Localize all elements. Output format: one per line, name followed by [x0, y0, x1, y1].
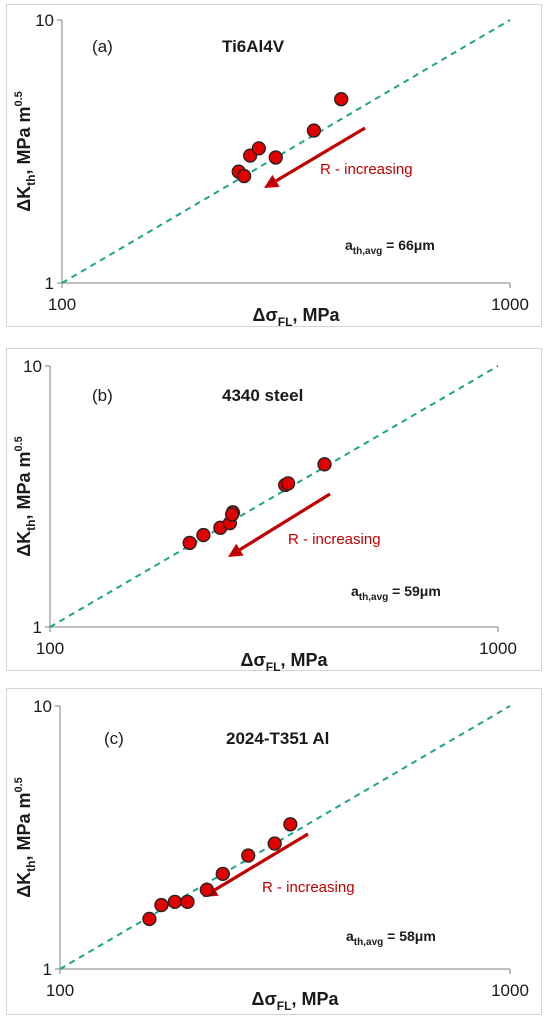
data-point: [182, 535, 197, 551]
y-axis-label: ΔKth, MPa m0.5: [13, 777, 38, 898]
data-point: [167, 894, 183, 910]
x-tick-label-right: 1000: [491, 981, 529, 1000]
trend-arrow: [214, 832, 309, 892]
data-point: [267, 836, 282, 851]
x-tick-label-right: 1000: [479, 639, 517, 658]
x-tick-label-left: 100: [46, 981, 74, 1000]
panel-label: (c): [104, 729, 124, 748]
data-point: [280, 476, 296, 491]
y-tick-label-bottom: 1: [43, 960, 52, 979]
reference-line: [61, 19, 511, 284]
panel-label: (b): [92, 386, 113, 405]
chart-title: Ti6Al4V: [222, 37, 285, 56]
x-tick-label-left: 100: [36, 639, 64, 658]
chart-panel-a: 10 1 100 1000 (a) Ti6Al4V R - increasing…: [0, 0, 550, 340]
data-point: [215, 866, 230, 882]
y-axis-label: ΔKth, MPa m0.5: [13, 436, 38, 557]
y-tick-label-top: 10: [23, 357, 42, 376]
chart-frame: [6, 4, 542, 327]
avg-length-label: ath,avg = 59μm: [351, 583, 441, 603]
reference-line: [59, 705, 511, 970]
chart-title: 2024-T351 Al: [226, 729, 329, 748]
trend-arrow: [239, 492, 331, 552]
chart-svg: 10 1 100 1000 (b) 4340 steel R - increas…: [6, 348, 542, 674]
trend-arrow: [275, 126, 366, 183]
chart-svg: 10 1 100 1000 (a) Ti6Al4V R - increasing…: [6, 4, 542, 329]
data-point: [224, 507, 240, 522]
data-point: [199, 882, 215, 897]
data-point: [306, 123, 322, 138]
data-point: [180, 894, 195, 910]
x-axis-label: ΔσFL, MPa: [241, 650, 329, 674]
plot-area: [57, 19, 511, 288]
y-tick-label-bottom: 1: [45, 274, 54, 293]
data-point: [236, 168, 252, 184]
data-point: [196, 527, 211, 543]
x-axis-label: ΔσFL, MPa: [253, 305, 341, 329]
trend-arrow-head: [264, 174, 280, 188]
trend-annotation: R - increasing: [262, 879, 355, 896]
trend-annotation: R - increasing: [320, 161, 413, 178]
y-tick-label-top: 10: [33, 697, 52, 716]
y-axis-label: ΔKth, MPa m0.5: [13, 91, 38, 212]
x-tick-label-left: 100: [48, 295, 76, 314]
chart-panel-c: 10 1 100 1000 (c) 2024-T351 Al R - incre…: [0, 684, 550, 1024]
data-point: [154, 897, 169, 913]
avg-length-label: ath,avg = 66μm: [345, 237, 435, 257]
reference-line: [49, 365, 499, 628]
chart-panel-b: 10 1 100 1000 (b) 4340 steel R - increas…: [0, 344, 550, 684]
x-tick-label-right: 1000: [491, 295, 529, 314]
data-point: [241, 848, 256, 863]
chart-frame: [6, 688, 542, 1015]
y-tick-label-bottom: 1: [33, 618, 42, 637]
plot-area: [55, 705, 511, 974]
chart-svg: 10 1 100 1000 (c) 2024-T351 Al R - incre…: [6, 688, 542, 1015]
trend-arrow-head: [228, 543, 244, 557]
data-point: [142, 911, 157, 927]
data-point: [283, 817, 298, 832]
y-tick-label-top: 10: [35, 11, 54, 30]
chart-frame: [6, 348, 542, 671]
plot-area: [45, 365, 499, 632]
data-point: [251, 141, 266, 156]
trend-annotation: R - increasing: [288, 531, 381, 548]
data-point: [334, 92, 349, 107]
data-point: [317, 457, 332, 472]
x-axis-label: ΔσFL, MPa: [252, 989, 340, 1013]
avg-length-label: ath,avg = 58μm: [346, 928, 436, 948]
panel-label: (a): [92, 37, 113, 56]
data-point: [268, 150, 283, 165]
chart-title: 4340 steel: [222, 386, 303, 405]
